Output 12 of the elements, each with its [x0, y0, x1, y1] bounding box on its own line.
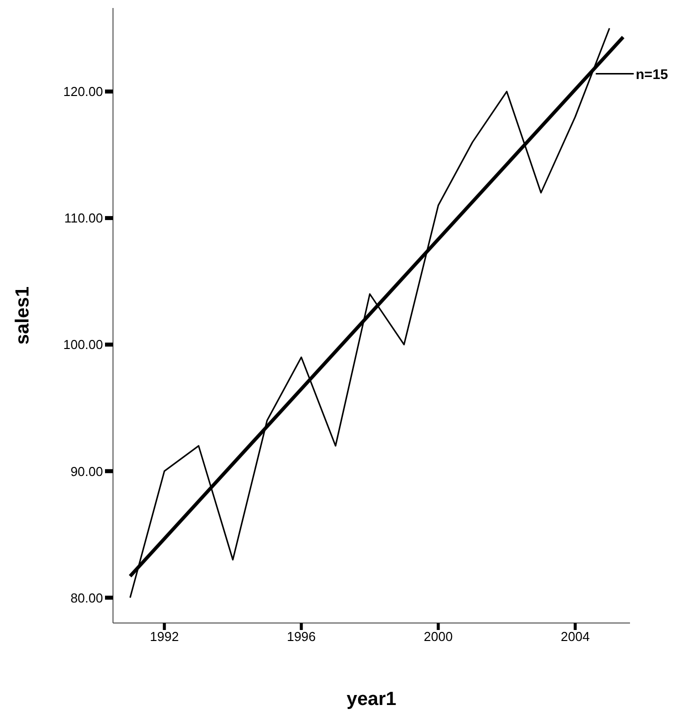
y-tick-label: 80.00	[70, 590, 103, 606]
x-tick-label: 2004	[560, 629, 590, 644]
y-tick-label: 110.00	[64, 210, 103, 226]
y-axis-title: sales1	[12, 286, 34, 345]
y-tick-label: 90.00	[70, 464, 103, 479]
y-tick-label: 100.00	[63, 337, 103, 352]
x-tick-label: 1996	[286, 629, 316, 644]
x-tick-label: 2000	[424, 629, 453, 644]
annotation: n=15	[636, 66, 668, 82]
x-axis-title: year1	[346, 689, 397, 710]
x-tick-label: 1992	[150, 629, 179, 644]
y-tick-label: 120.00	[63, 84, 103, 100]
